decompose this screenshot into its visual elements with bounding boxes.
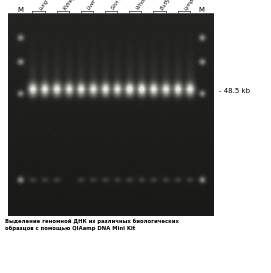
Text: Kidney: Kidney (63, 0, 76, 11)
Text: Buffy coat: Buffy coat (160, 0, 178, 11)
Text: Lung: Lung (38, 0, 50, 11)
Text: Lymphocytes: Lymphocytes (184, 0, 207, 11)
Text: Skin and muscle: Skin and muscle (111, 0, 138, 11)
Text: Выделение геномной ДНК из различных биологических
образцов с помощью QIAamp DNA : Выделение геномной ДНК из различных биол… (5, 218, 179, 231)
Text: - 48.5 kb: - 48.5 kb (219, 88, 250, 94)
Text: M: M (17, 7, 23, 13)
Text: M: M (199, 7, 205, 13)
Text: Whole blood: Whole blood (135, 0, 157, 11)
Text: Liver: Liver (87, 0, 98, 11)
